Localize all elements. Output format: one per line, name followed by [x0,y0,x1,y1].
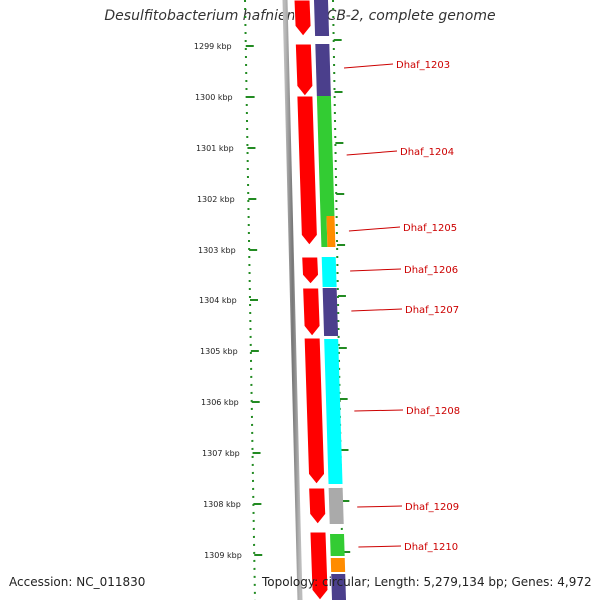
ruler-label: 1305 kbp [200,347,238,356]
forward-gene-block [326,216,336,247]
gene-label: Dhaf_1203 [396,60,450,71]
callout-line [354,409,404,412]
reverse-strand-features [293,0,329,600]
ruler-ticks-left [245,45,263,556]
gene-label: Dhaf_1210 [404,542,458,553]
callout-line [348,226,401,232]
gene-label: Dhaf_1204 [400,147,454,158]
gene-label: Dhaf_1209 [405,502,459,513]
ruler-label: 1301 kbp [196,144,234,153]
reverse-gene-arrow [296,95,318,246]
ruler-label: 1302 kbp [197,195,235,204]
gene-label: Dhaf_1208 [406,406,460,417]
ruler-label: 1306 kbp [201,398,239,407]
reverse-gene-arrow [301,256,320,285]
forward-gene-block [324,339,343,484]
reverse-gene-arrow [294,43,314,97]
callout-line [346,150,398,156]
reverse-gene-arrow [309,531,329,600]
accession-text: Accession: NC_011830 [9,575,146,589]
callout-line [358,545,402,548]
summary-text: Topology: circular; Length: 5,279,134 bp… [262,575,592,589]
ruler-label: 1303 kbp [198,246,236,255]
callout-line [343,63,394,69]
forward-gene-block [330,534,345,556]
forward-gene-block [320,216,328,247]
forward-gene-block [328,488,344,524]
ruler-label: 1299 kbp [194,42,232,51]
forward-gene-block [330,558,346,572]
reverse-gene-arrow [308,487,327,525]
gene-label: Dhaf_1206 [404,265,458,276]
forward-strand-features [314,0,346,600]
gene-callouts: Dhaf_1203 Dhaf_1204 Dhaf_1205 Dhaf_1206 Dhaf… [343,60,460,553]
forward-gene-block [315,44,331,96]
ruler-label: 1304 kbp [199,296,237,305]
callout-line [351,308,403,312]
forward-gene-block [316,96,335,216]
forward-gene-block [321,257,337,287]
ruler-labels: 1299 kbp 1300 kbp 1301 kbp 1302 kbp 1303 kbp… [194,42,242,560]
forward-gene-block [322,288,339,336]
gene-label: Dhaf_1205 [403,223,457,234]
callout-line [350,268,402,272]
ruler-label: 1308 kbp [203,500,241,509]
ruler-label: 1307 kbp [202,449,240,458]
forward-gene-block [314,0,330,36]
backbone-ring [282,0,303,600]
reverse-gene-arrow [293,0,312,37]
ruler-label: 1309 kbp [204,551,242,560]
callout-line [357,505,403,508]
reverse-gene-arrow [302,287,321,337]
reverse-gene-arrow [303,337,326,485]
ruler-label: 1300 kbp [195,93,233,102]
forward-gene-block [331,574,346,600]
gene-label: Dhaf_1207 [405,305,459,316]
